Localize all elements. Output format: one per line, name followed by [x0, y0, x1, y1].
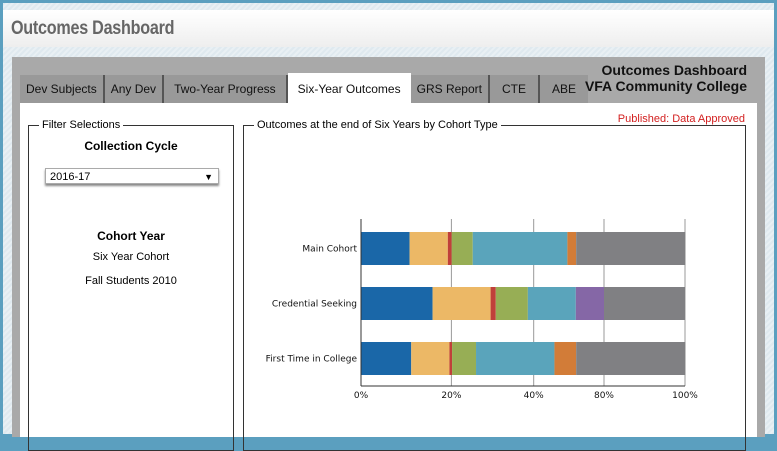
stacked-bar-chart: 0% 20% 40% 80% 100% Main Cohort Credential See…: [266, 219, 698, 401]
brand-heading: Outcomes Dashboard VFA Community College: [585, 62, 747, 94]
bar-segment: [361, 342, 412, 375]
bar-segment: [452, 342, 477, 375]
filter-selections: Filter Selections Collection Cycle 2016-…: [28, 119, 234, 451]
bar-segment: [411, 342, 450, 375]
brand-line2: VFA Community College: [584, 78, 747, 94]
dashboard-panel: Dev Subjects Any Dev Two-Year Progress S…: [12, 57, 765, 451]
tick-label: 100%: [672, 391, 698, 401]
tab-content: Published: Data Approved Filter Selectio…: [20, 103, 757, 451]
tab-two-year-progress[interactable]: Two-Year Progress: [164, 75, 288, 103]
tab-abe[interactable]: ABE: [539, 75, 588, 103]
dropdown-arrow-icon: ▼: [204, 172, 213, 182]
bar-segment: [451, 232, 473, 265]
title-bar: Outcomes Dashboard: [3, 10, 774, 47]
bar-segment: [361, 287, 433, 320]
collection-cycle-label: Collection Cycle: [84, 139, 178, 153]
bar-segment: [432, 287, 491, 320]
tick-label: 0%: [354, 391, 369, 401]
chart-panel: Outcomes at the end of Six Years by Coho…: [243, 119, 746, 451]
tick-label: 40%: [524, 391, 544, 401]
bar-segment: [447, 232, 452, 265]
app-title: Outcomes Dashboard: [11, 18, 175, 39]
cohort-type: Six Year Cohort: [92, 251, 170, 263]
bar-segment: [472, 232, 568, 265]
cohort-year-label: Cohort Year: [97, 229, 165, 243]
bar-segment: [495, 287, 528, 320]
collection-cycle-value: 2016-17: [50, 171, 91, 183]
category-label: Main Cohort: [302, 245, 357, 255]
filter-legend: Filter Selections: [42, 119, 121, 131]
bar-segment: [490, 287, 496, 320]
tick-label: 80%: [594, 391, 614, 401]
collection-cycle-select[interactable]: 2016-17 ▼: [45, 168, 219, 184]
chart-title: Outcomes at the end of Six Years by Coho…: [257, 119, 498, 131]
tab-dev-subjects[interactable]: Dev Subjects: [20, 75, 105, 103]
bar-segment: [567, 232, 577, 265]
bar-segment: [361, 232, 410, 265]
category-label: Credential Seeking: [272, 300, 357, 310]
tab-any-dev[interactable]: Any Dev: [104, 75, 165, 103]
app-frame: Outcomes Dashboard Dev Subjects Any Dev …: [3, 3, 774, 451]
bar-segment: [604, 287, 685, 320]
tab-six-year-outcomes[interactable]: Six-Year Outcomes: [287, 73, 411, 103]
cohort-term: Fall Students 2010: [85, 275, 177, 287]
bar-segment: [476, 342, 555, 375]
bar-segment: [576, 232, 686, 265]
bar-segment: [527, 287, 576, 320]
bar-segment: [449, 342, 453, 375]
bar-segment: [575, 287, 604, 320]
brand-line1: Outcomes Dashboard: [601, 62, 747, 78]
tab-cte[interactable]: CTE: [489, 75, 540, 103]
tick-label: 20%: [441, 391, 461, 401]
tab-bar: Dev Subjects Any Dev Two-Year Progress S…: [20, 73, 588, 103]
bar-segment: [409, 232, 448, 265]
bar-segment: [576, 342, 686, 375]
category-label: First Time in College: [266, 355, 358, 365]
tab-grs-report[interactable]: GRS Report: [410, 75, 490, 103]
bar-segment: [554, 342, 577, 375]
